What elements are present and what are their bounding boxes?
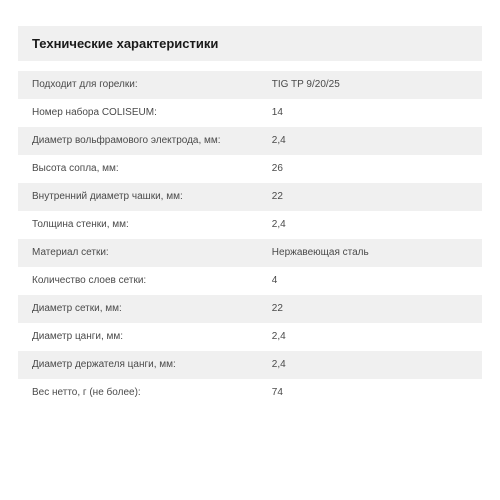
- spec-value: 22: [272, 302, 468, 316]
- spec-row: Внутренний диаметр чашки, мм:22: [18, 183, 482, 211]
- spec-value: 2,4: [272, 358, 468, 372]
- spec-row: Толщина стенки, мм:2,4: [18, 211, 482, 239]
- spec-row: Вес нетто, г (не более):74: [18, 379, 482, 407]
- spec-label: Количество слоев сетки:: [32, 274, 272, 288]
- section-title: Технические характеристики: [32, 36, 468, 51]
- spec-label: Вес нетто, г (не более):: [32, 386, 272, 400]
- spec-label: Высота сопла, мм:: [32, 162, 272, 176]
- spec-label: Диаметр вольфрамового электрода, мм:: [32, 134, 272, 148]
- spec-value: 22: [272, 190, 468, 204]
- spec-row: Подходит для горелки:TIG TP 9/20/25: [18, 71, 482, 99]
- spec-value: 26: [272, 162, 468, 176]
- spec-label: Номер набора COLISEUM:: [32, 106, 272, 120]
- spec-value: 2,4: [272, 134, 468, 148]
- spec-row: Диаметр сетки, мм:22: [18, 295, 482, 323]
- spec-value: Нержавеющая сталь: [272, 246, 468, 260]
- section-header: Технические характеристики: [18, 26, 482, 61]
- spec-value: TIG TP 9/20/25: [272, 78, 468, 92]
- spec-label: Диаметр сетки, мм:: [32, 302, 272, 316]
- spec-row: Материал сетки:Нержавеющая сталь: [18, 239, 482, 267]
- spec-row: Высота сопла, мм:26: [18, 155, 482, 183]
- spec-value: 4: [272, 274, 468, 288]
- spec-label: Материал сетки:: [32, 246, 272, 260]
- spec-row: Диаметр вольфрамового электрода, мм:2,4: [18, 127, 482, 155]
- spec-value: 2,4: [272, 330, 468, 344]
- spec-row: Количество слоев сетки:4: [18, 267, 482, 295]
- specs-table: Подходит для горелки:TIG TP 9/20/25Номер…: [18, 71, 482, 407]
- spec-label: Диаметр держателя цанги, мм:: [32, 358, 272, 372]
- specs-section: Технические характеристики Подходит для …: [0, 0, 500, 417]
- spec-label: Толщина стенки, мм:: [32, 218, 272, 232]
- spec-value: 2,4: [272, 218, 468, 232]
- spec-row: Диаметр держателя цанги, мм:2,4: [18, 351, 482, 379]
- spec-label: Подходит для горелки:: [32, 78, 272, 92]
- spec-label: Диаметр цанги, мм:: [32, 330, 272, 344]
- spec-value: 74: [272, 386, 468, 400]
- spec-value: 14: [272, 106, 468, 120]
- spec-row: Номер набора COLISEUM:14: [18, 99, 482, 127]
- spec-row: Диаметр цанги, мм:2,4: [18, 323, 482, 351]
- spec-label: Внутренний диаметр чашки, мм:: [32, 190, 272, 204]
